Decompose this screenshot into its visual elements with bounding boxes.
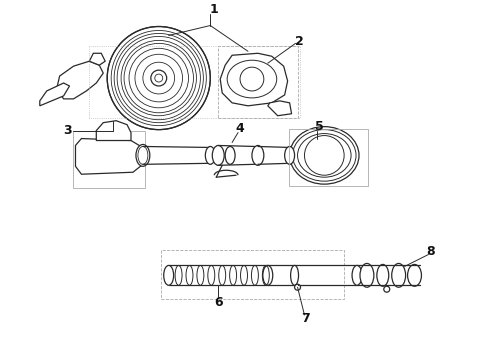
Ellipse shape: [377, 265, 389, 286]
Polygon shape: [97, 121, 131, 140]
Circle shape: [294, 284, 300, 290]
Bar: [289, 129, 368, 186]
Bar: [161, 249, 344, 299]
Text: 6: 6: [214, 296, 222, 309]
Ellipse shape: [352, 265, 362, 285]
Text: 2: 2: [295, 35, 304, 48]
Text: 3: 3: [63, 124, 72, 137]
Ellipse shape: [164, 265, 173, 285]
Ellipse shape: [392, 264, 406, 287]
Text: 7: 7: [301, 312, 310, 325]
Polygon shape: [220, 53, 288, 106]
Ellipse shape: [225, 147, 235, 164]
Circle shape: [107, 27, 210, 130]
Polygon shape: [89, 53, 105, 65]
Ellipse shape: [291, 265, 298, 285]
Text: 1: 1: [210, 3, 219, 16]
Polygon shape: [40, 83, 70, 106]
Ellipse shape: [252, 145, 264, 165]
Ellipse shape: [290, 127, 359, 184]
Polygon shape: [57, 61, 103, 99]
Text: 5: 5: [315, 120, 324, 133]
Circle shape: [384, 286, 390, 292]
Text: 8: 8: [426, 245, 435, 258]
Ellipse shape: [408, 265, 421, 286]
Bar: [218, 46, 297, 118]
Ellipse shape: [212, 145, 224, 165]
Bar: [89, 46, 299, 118]
Ellipse shape: [360, 264, 374, 287]
Ellipse shape: [136, 144, 150, 166]
Text: 4: 4: [236, 122, 245, 135]
Bar: [74, 131, 145, 188]
Polygon shape: [268, 101, 292, 116]
Ellipse shape: [263, 265, 273, 285]
Ellipse shape: [205, 147, 215, 164]
Polygon shape: [75, 139, 143, 174]
Ellipse shape: [285, 147, 294, 164]
